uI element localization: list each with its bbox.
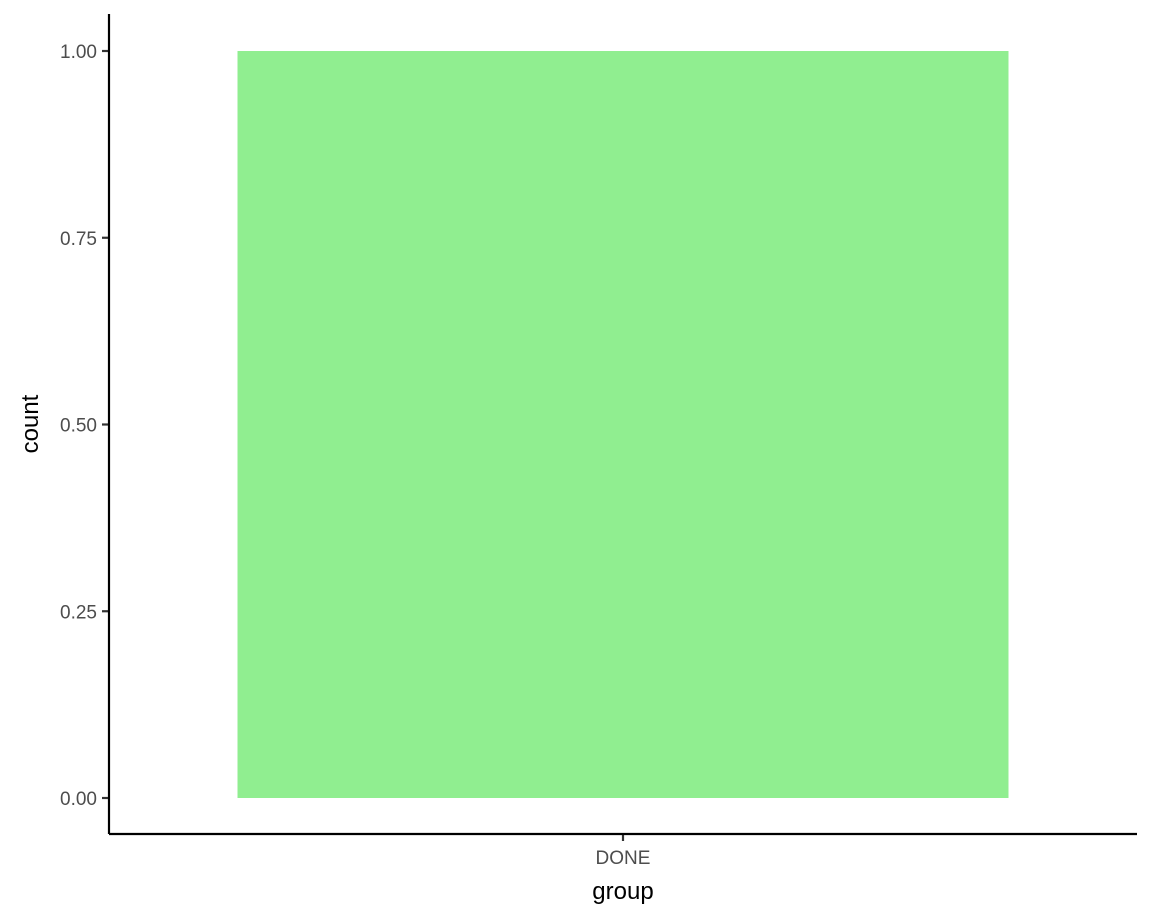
y-tick-label: 0.00: [60, 789, 97, 810]
y-axis-title: count: [17, 394, 44, 453]
bars-layer: [237, 51, 1009, 798]
y-tick-label: 0.75: [60, 229, 97, 250]
bar-done: [237, 51, 1009, 798]
x-tick-label: DONE: [596, 848, 651, 869]
y-axis-ticks: 0.00 0.25 0.50 0.75 1.00: [60, 42, 109, 810]
x-axis-title: group: [592, 878, 653, 905]
x-axis-ticks: DONE: [596, 834, 651, 869]
y-tick-label: 0.25: [60, 602, 97, 623]
y-tick-label: 1.00: [60, 42, 97, 63]
y-tick-label: 0.50: [60, 416, 97, 437]
